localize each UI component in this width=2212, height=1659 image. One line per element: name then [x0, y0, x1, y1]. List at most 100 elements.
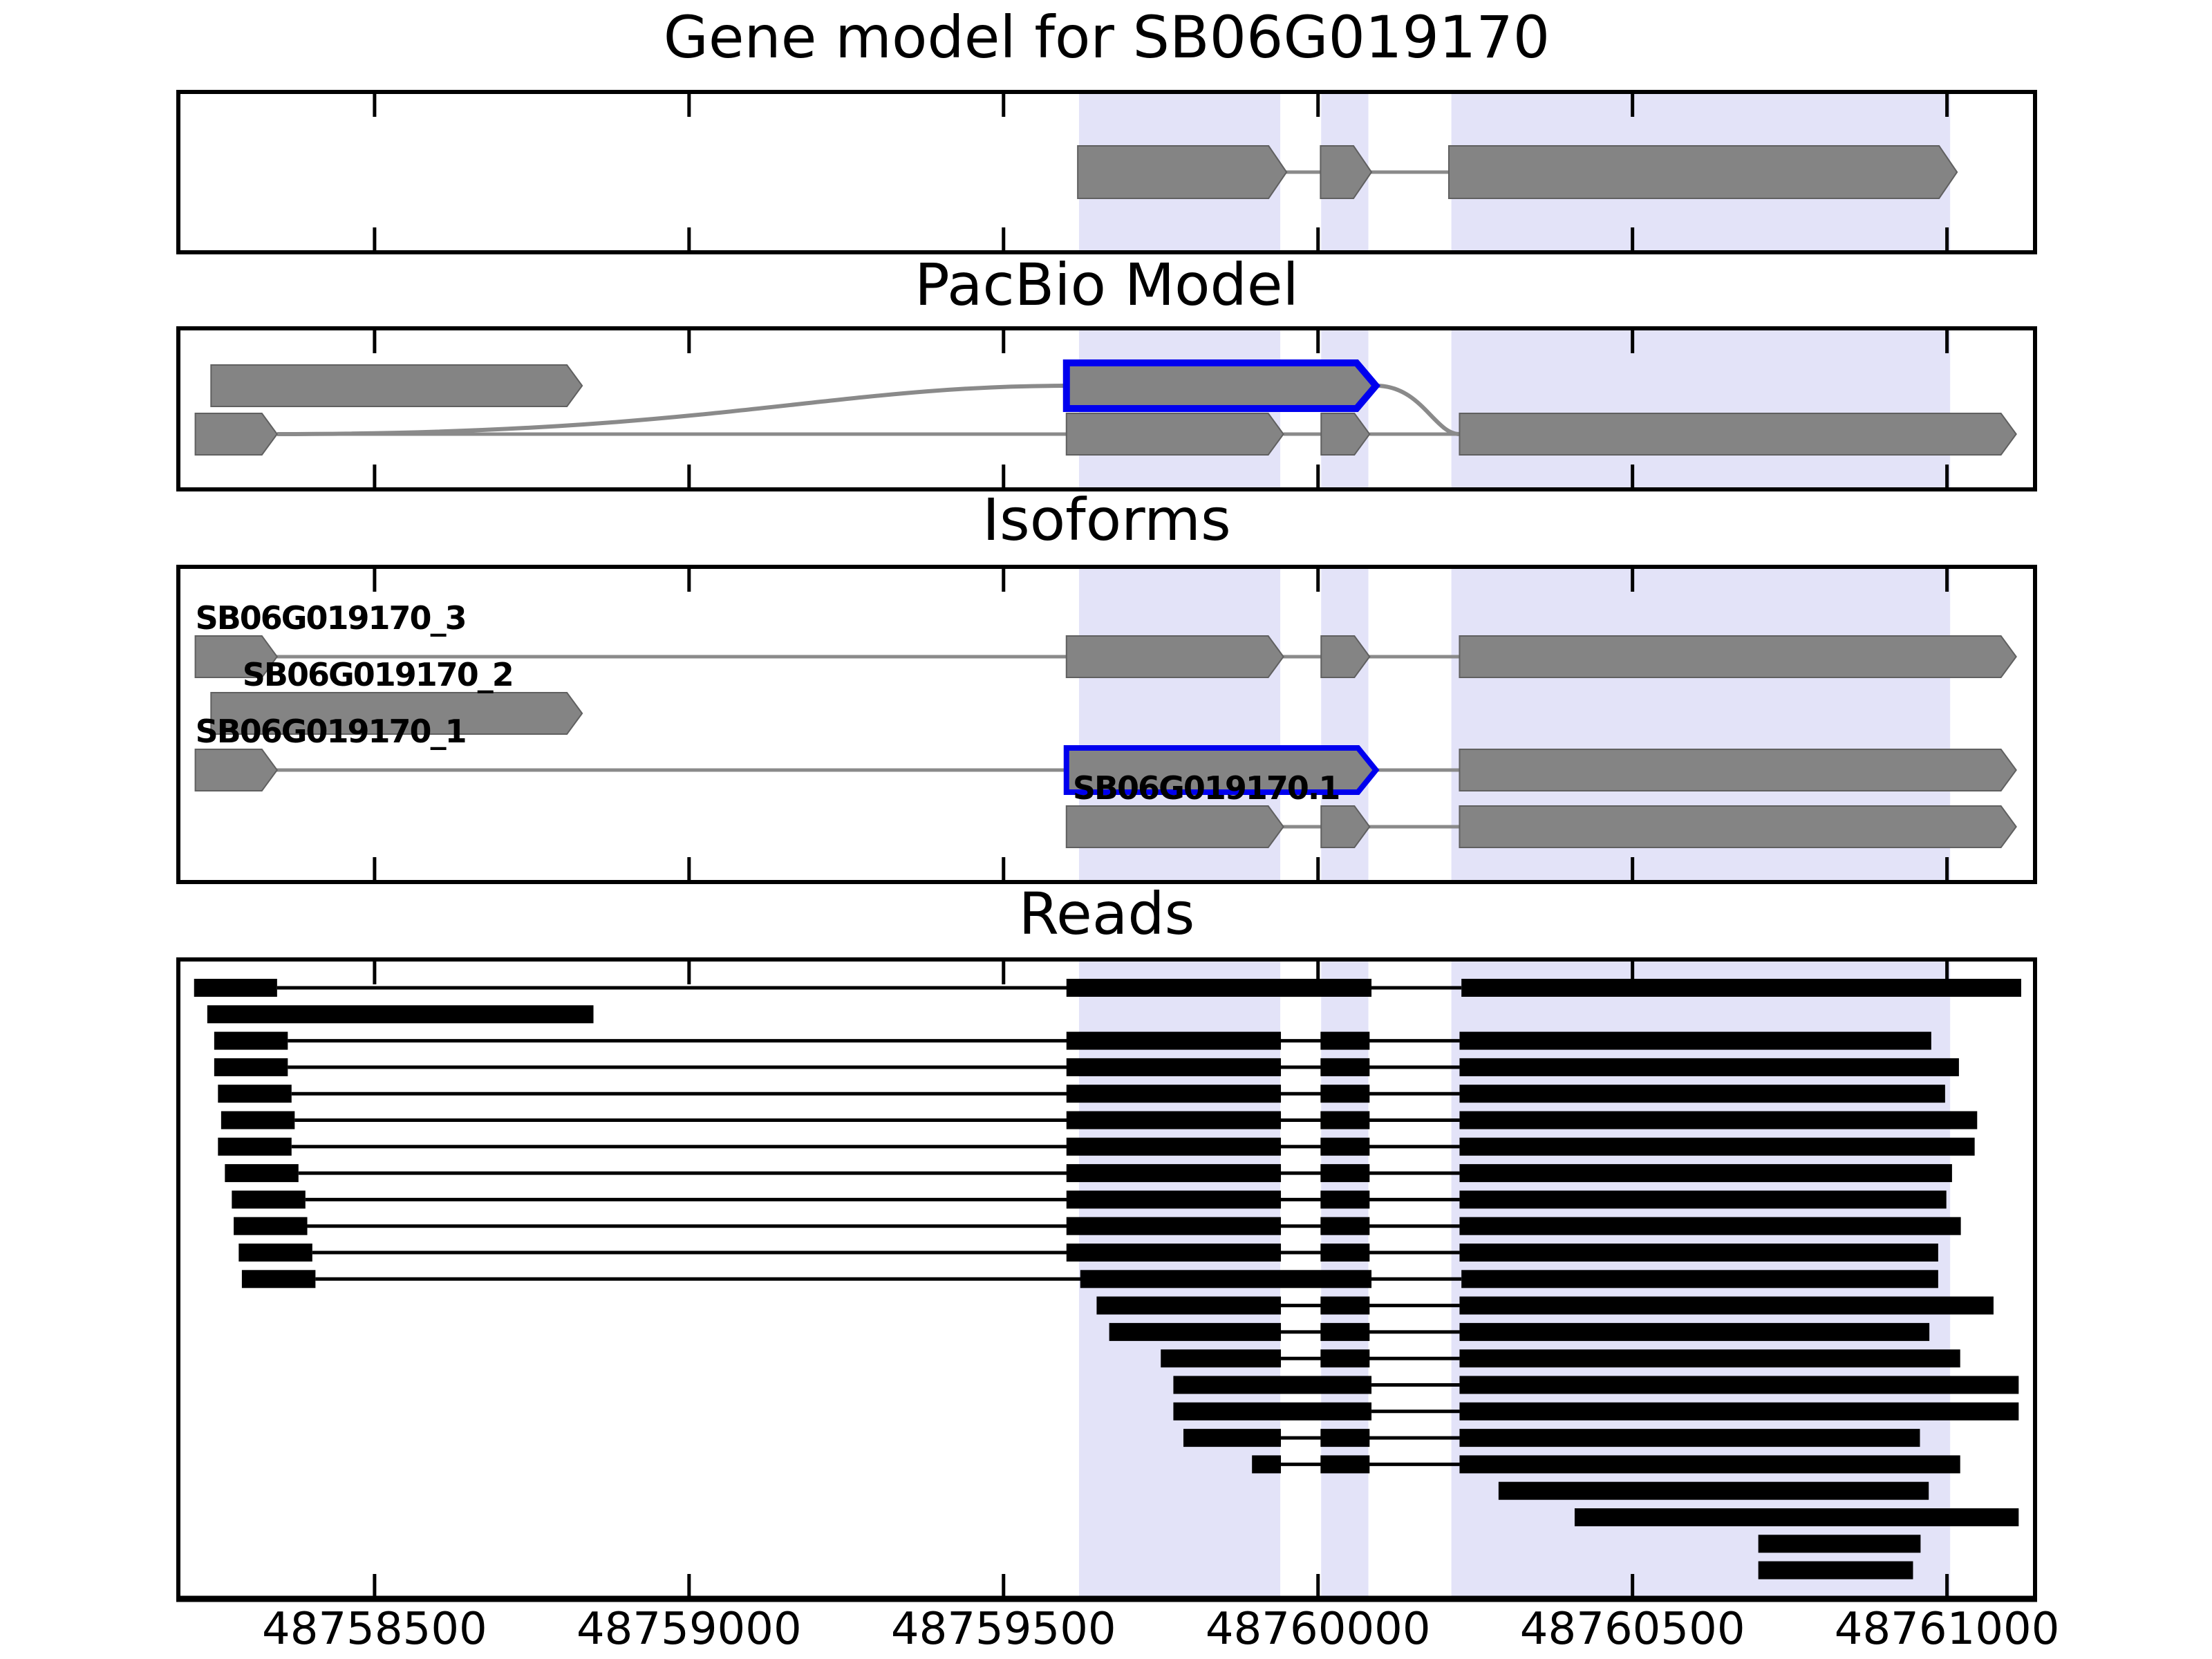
read-segment [225, 1164, 299, 1183]
read-segment [234, 1217, 308, 1235]
read-segment [1758, 1561, 1913, 1580]
read-segment [238, 1244, 312, 1262]
read-segment [1320, 1111, 1370, 1130]
x-tick-label: 48760500 [1519, 1604, 1745, 1655]
read-segment [1320, 1137, 1370, 1156]
read-segment [1320, 1244, 1370, 1262]
gene-model-exon [1320, 145, 1373, 199]
read-segment [241, 1270, 316, 1288]
read-segment [1461, 979, 2021, 997]
isoform-exon [1459, 805, 2017, 848]
read-segment [1459, 1058, 1959, 1076]
read-segment [1252, 1455, 1282, 1474]
panel-border [176, 326, 2037, 491]
read-segment [1459, 1085, 1945, 1103]
x-tick-label: 48761000 [1834, 1604, 2060, 1655]
read-segment [1320, 1296, 1370, 1315]
isoform-exon [194, 635, 279, 678]
isoform-exon [1320, 635, 1371, 678]
read-segment [1320, 1349, 1370, 1368]
panel-title-isoforms: Isoforms [982, 486, 1231, 554]
read-segment [1066, 1164, 1282, 1183]
read-segment [1461, 1270, 1938, 1288]
read-segment [1459, 1402, 2019, 1421]
pacbio-novel-exon [1062, 359, 1380, 412]
panel-border [176, 565, 2037, 884]
read-segment [1459, 1376, 2019, 1394]
isoform-exon [1459, 749, 2017, 791]
read-segment [1459, 1455, 1960, 1474]
isoform-exon [1065, 805, 1284, 848]
read-segment [1320, 1455, 1370, 1474]
panel-title-reads: Reads [1018, 880, 1195, 948]
x-tick-label: 48760000 [1205, 1604, 1431, 1655]
read-segment [1459, 1322, 1930, 1341]
panel-title-gene-model: Gene model for SB06G019170 [663, 3, 1550, 71]
splice-junction-curve [276, 384, 1067, 436]
read-segment [1066, 1190, 1282, 1209]
isoform-exon [1320, 805, 1371, 848]
read-segment [1459, 1111, 1978, 1130]
read-segment [221, 1111, 295, 1130]
gene-model-exon [1447, 145, 1958, 199]
read-segment [214, 1031, 288, 1050]
panel-border [176, 90, 2037, 254]
panel-title-pacbio: PacBio Model [915, 251, 1299, 319]
read-segment [1066, 1137, 1282, 1156]
read-segment [1459, 1164, 1952, 1183]
read-segment [1320, 1322, 1370, 1341]
read-segment [207, 1005, 594, 1024]
read-segment [1459, 1137, 1975, 1156]
read-segment [1758, 1535, 1921, 1553]
read-segment [1320, 1217, 1370, 1235]
read-segment [1320, 1429, 1370, 1447]
read-segment [1320, 1164, 1370, 1183]
read-segment [1459, 1190, 1947, 1209]
read-segment [1459, 1349, 1960, 1368]
isoform-label: SB06G019170_1 [196, 713, 466, 750]
splice-junction-curve [1376, 384, 1460, 436]
read-segment [1320, 1085, 1370, 1103]
read-segment [1161, 1349, 1282, 1368]
x-tick-label: 48758500 [262, 1604, 487, 1655]
pacbio-exon [1459, 413, 2017, 456]
read-segment [1066, 979, 1372, 997]
isoform-exon [1065, 635, 1284, 678]
read-segment [1459, 1217, 1961, 1235]
isoform-label: SB06G019170.1 [1073, 769, 1339, 807]
read-segment [1173, 1402, 1372, 1421]
read-segment [218, 1137, 292, 1156]
read-segment [232, 1190, 306, 1209]
read-segment [1066, 1031, 1282, 1050]
read-segment [1320, 1190, 1370, 1209]
read-segment [1066, 1058, 1282, 1076]
read-segment [1066, 1217, 1282, 1235]
read-segment [1459, 1031, 1931, 1050]
read-segment [1320, 1031, 1370, 1050]
pacbio-exon [194, 413, 279, 456]
isoform-label: SB06G019170_3 [196, 599, 466, 637]
isoform-exon [210, 692, 583, 735]
read-segment [214, 1058, 288, 1076]
pacbio-exon [1320, 413, 1371, 456]
pacbio-exon [210, 364, 583, 407]
read-segment [1096, 1296, 1282, 1315]
read-segment [1109, 1322, 1282, 1341]
read-segment [1183, 1429, 1282, 1447]
read-segment [1459, 1429, 1920, 1447]
read-segment [1498, 1481, 1929, 1500]
isoform-novel-exon [1063, 745, 1380, 795]
read-segment [1173, 1376, 1372, 1394]
read-segment [1459, 1296, 1994, 1315]
x-tick-label: 48759500 [890, 1604, 1116, 1655]
isoform-label: SB06G019170_2 [243, 656, 513, 693]
exon-highlight-region [1451, 330, 1951, 487]
read-segment [1066, 1111, 1282, 1130]
gene-model-exon [1077, 145, 1288, 199]
pacbio-exon [1065, 413, 1284, 456]
isoform-exon [1459, 635, 2017, 678]
read-segment [1080, 1270, 1372, 1288]
read-segment [1459, 1244, 1938, 1262]
